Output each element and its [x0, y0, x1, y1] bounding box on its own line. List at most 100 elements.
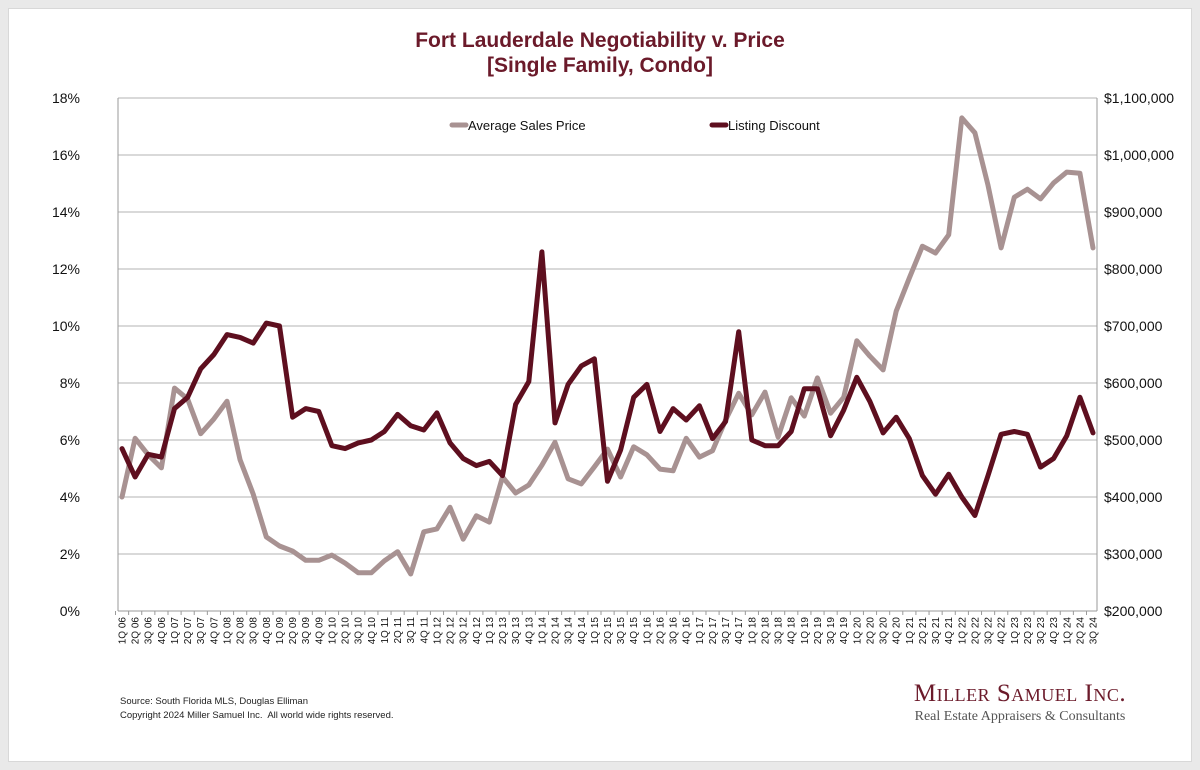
x-tick-label: 3Q 13 — [511, 617, 522, 645]
x-tick-label: 4Q 15 — [629, 617, 640, 645]
x-tick-label: 1Q 17 — [695, 617, 706, 645]
x-axis-ticks: 1Q 06 2Q 06 3Q 06 4Q 06 1Q 07 2Q 07 3Q 07 4Q 07… — [115, 611, 1100, 645]
x-tick-label: 3Q 09 — [301, 617, 312, 645]
x-tick-label: 4Q 10 — [367, 617, 378, 645]
company-logo: Miller Samuel Inc. Real Estate Appraiser… — [900, 680, 1140, 726]
left-y-tick-label: 14% — [52, 204, 80, 220]
x-tick-label: 4Q 13 — [524, 617, 535, 645]
x-tick-label: 3Q 16 — [669, 617, 680, 645]
right-y-tick-label: $300,000 — [1104, 546, 1163, 562]
x-tick-label: 2Q 24 — [1075, 617, 1086, 645]
x-tick-label: 2Q 15 — [603, 617, 614, 645]
logo-name: Miller Samuel Inc. — [913, 680, 1127, 707]
right-y-axis-ticks: $200,000 $300,000 $400,000 $500,000 $600,000… — [1104, 90, 1174, 619]
left-y-tick-label: 2% — [60, 546, 80, 562]
left-y-axis-ticks: 0% 2% 4% 6% 8% 10% 12% 14% 16% 18% — [52, 90, 80, 619]
right-y-tick-label: $900,000 — [1104, 204, 1163, 220]
left-y-tick-label: 4% — [60, 489, 80, 505]
x-tick-label: 1Q 19 — [800, 617, 811, 645]
x-tick-label: 2Q 18 — [760, 617, 771, 645]
x-tick-label: 2Q 13 — [498, 617, 509, 645]
x-tick-label: 1Q 12 — [432, 617, 443, 645]
x-tick-label: 1Q 06 — [118, 617, 129, 645]
left-y-tick-label: 10% — [52, 318, 80, 334]
x-tick-label: 1Q 10 — [327, 617, 338, 645]
series-line-average-sales-price — [119, 115, 1096, 577]
left-y-tick-label: 6% — [60, 432, 80, 448]
x-tick-label: 2Q 23 — [1023, 617, 1034, 645]
x-tick-label: 3Q 06 — [144, 617, 155, 645]
x-tick-label: 1Q 09 — [275, 617, 286, 645]
x-tick-label: 3Q 17 — [721, 617, 732, 645]
x-tick-label: 2Q 07 — [183, 617, 194, 645]
x-tick-label: 4Q 18 — [787, 617, 798, 645]
footer: Source: South Florida MLS, Douglas Ellim… — [120, 695, 394, 723]
right-y-tick-label: $700,000 — [1104, 318, 1163, 334]
x-tick-label: 4Q 14 — [577, 617, 588, 645]
x-tick-label: 3Q 20 — [879, 617, 890, 645]
x-tick-label: 4Q 19 — [839, 617, 850, 645]
x-tick-label: 4Q 17 — [734, 617, 745, 645]
left-y-tick-label: 16% — [52, 147, 80, 163]
right-y-tick-label: $500,000 — [1104, 432, 1163, 448]
x-tick-label: 1Q 20 — [852, 617, 863, 645]
left-y-tick-label: 0% — [60, 603, 80, 619]
gridlines — [118, 97, 1097, 555]
x-tick-label: 4Q 06 — [157, 617, 168, 645]
left-y-tick-label: 12% — [52, 261, 80, 277]
chart-frame — [8, 8, 1192, 762]
x-tick-label: 3Q 21 — [931, 617, 942, 645]
x-tick-label: 4Q 12 — [472, 617, 483, 645]
axes — [117, 98, 1098, 612]
x-tick-label: 2Q 09 — [288, 617, 299, 645]
x-tick-label: 4Q 07 — [209, 617, 220, 645]
x-tick-label: 1Q 13 — [485, 617, 496, 645]
x-tick-label: 1Q 15 — [590, 617, 601, 645]
x-tick-label: 2Q 10 — [341, 617, 352, 645]
x-tick-label: 2Q 17 — [708, 617, 719, 645]
left-y-tick-label: 18% — [52, 90, 80, 106]
x-tick-label: 3Q 11 — [406, 617, 417, 644]
x-tick-label: 2Q 06 — [131, 617, 142, 645]
x-tick-label: 1Q 07 — [170, 617, 181, 645]
x-tick-label: 4Q 08 — [262, 617, 273, 645]
chart-subtitle: [Single Family, Condo] — [487, 54, 713, 77]
logo-tagline: Real Estate Appraisers & Consultants — [914, 709, 1126, 724]
x-tick-label: 3Q 08 — [249, 617, 260, 645]
x-tick-label: 2Q 21 — [918, 617, 929, 645]
right-y-tick-label: $400,000 — [1104, 489, 1163, 505]
x-tick-label: 4Q 09 — [314, 617, 325, 645]
x-tick-label: 1Q 08 — [222, 617, 233, 645]
x-tick-label: 1Q 11 — [380, 617, 391, 644]
x-tick-label: 2Q 16 — [655, 617, 666, 645]
x-tick-label: 3Q 10 — [354, 617, 365, 645]
x-tick-label: 2Q 19 — [813, 617, 824, 645]
legend-label: Listing Discount — [728, 118, 820, 133]
x-tick-label: 4Q 20 — [892, 617, 903, 645]
x-tick-label: 1Q 22 — [957, 617, 968, 645]
x-tick-label: 1Q 24 — [1062, 617, 1073, 645]
x-tick-label: 1Q 18 — [747, 617, 758, 645]
x-tick-label: 3Q 07 — [196, 617, 207, 645]
right-y-tick-label: $800,000 — [1104, 261, 1163, 277]
series-lines — [119, 115, 1096, 577]
x-tick-label: 3Q 12 — [459, 617, 470, 645]
series-line-listing-discount — [119, 249, 1096, 518]
legend-label: Average Sales Price — [468, 118, 586, 133]
x-tick-label: 4Q 11 — [419, 617, 430, 644]
x-tick-label: 1Q 21 — [905, 617, 916, 645]
chart-title-block: Fort Lauderdale Negotiability v. Price [… — [0, 28, 1200, 78]
left-y-tick-label: 8% — [60, 375, 80, 391]
x-tick-label: 3Q 23 — [1036, 617, 1047, 645]
copyright-note: Copyright 2024 Miller Samuel Inc. All wo… — [120, 710, 394, 721]
x-tick-label: 2Q 20 — [865, 617, 876, 645]
x-tick-label: 3Q 18 — [774, 617, 785, 645]
x-tick-label: 4Q 21 — [944, 617, 955, 645]
x-tick-label: 2Q 08 — [236, 617, 247, 645]
x-tick-label: 2Q 14 — [551, 617, 562, 645]
x-tick-label: 3Q 24 — [1089, 617, 1100, 645]
x-tick-label: 3Q 22 — [984, 617, 995, 645]
x-tick-label: 1Q 16 — [642, 617, 653, 645]
right-y-tick-label: $200,000 — [1104, 603, 1163, 619]
